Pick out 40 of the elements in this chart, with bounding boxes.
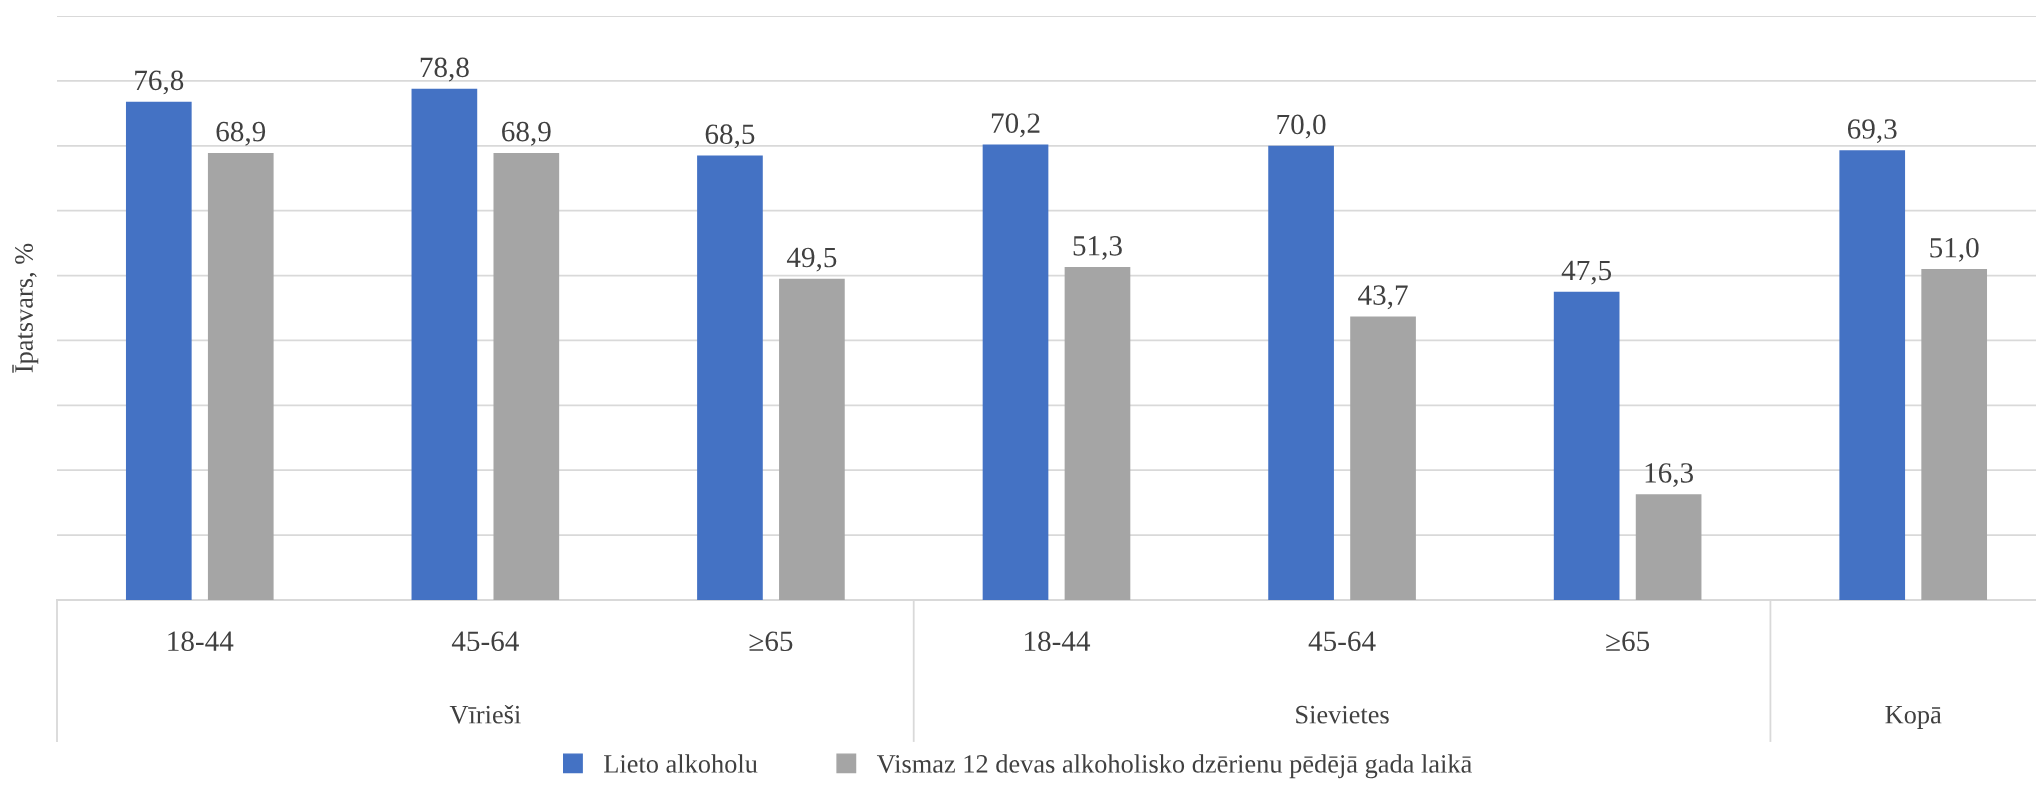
data-label: 43,7 (1358, 285, 1408, 310)
x-tick-label: ≥65 (1606, 631, 1650, 652)
data-label: 68,9 (216, 121, 266, 146)
data-label: 68,5 (705, 124, 755, 149)
bar (411, 88, 478, 600)
data-label: 70,0 (1277, 114, 1326, 139)
data-label: 49,5 (786, 247, 837, 272)
text: Kopā (1885, 706, 1942, 729)
legend-label: Lieto alkoholu (604, 754, 758, 773)
bar (1921, 269, 1988, 600)
bar (1350, 316, 1416, 600)
bar (1635, 494, 1702, 600)
data-label: 78,8 (420, 57, 469, 82)
bar (493, 152, 560, 600)
data-label: 68,9 (502, 121, 551, 146)
bar (207, 152, 274, 600)
bar (1268, 145, 1334, 600)
bar (1839, 150, 1906, 600)
data-label: 76,8 (135, 70, 184, 95)
data-label: 51,0 (1930, 237, 1979, 262)
text: Sievietes (1296, 705, 1389, 724)
x-tick-label: 45-64 (1308, 631, 1376, 652)
x-tick-label: 18-44 (1025, 631, 1091, 652)
x-tick-label: 45-64 (451, 631, 519, 652)
bar (1553, 291, 1620, 600)
x-tick-label: ≥65 (749, 631, 793, 652)
data-label: 70,2 (991, 113, 1040, 138)
bar (779, 278, 845, 600)
bar (1064, 267, 1131, 600)
data-label: 69,3 (1847, 119, 1897, 144)
x-tick-label: 18-44 (168, 631, 234, 652)
legend-label: Vismaz 12 devas alkoholisko dzērienu pēdējā gada laikā (876, 754, 1472, 779)
text: Vīrieši (449, 704, 521, 724)
data-label: 51,3 (1073, 236, 1122, 260)
data-label: 16,3 (1645, 463, 1693, 487)
bar (697, 155, 763, 600)
y-axis-title: Īpatsvars, % (12, 243, 39, 373)
bar (982, 144, 1049, 600)
data-label: 47,5 (1561, 260, 1612, 285)
bar (125, 101, 192, 600)
